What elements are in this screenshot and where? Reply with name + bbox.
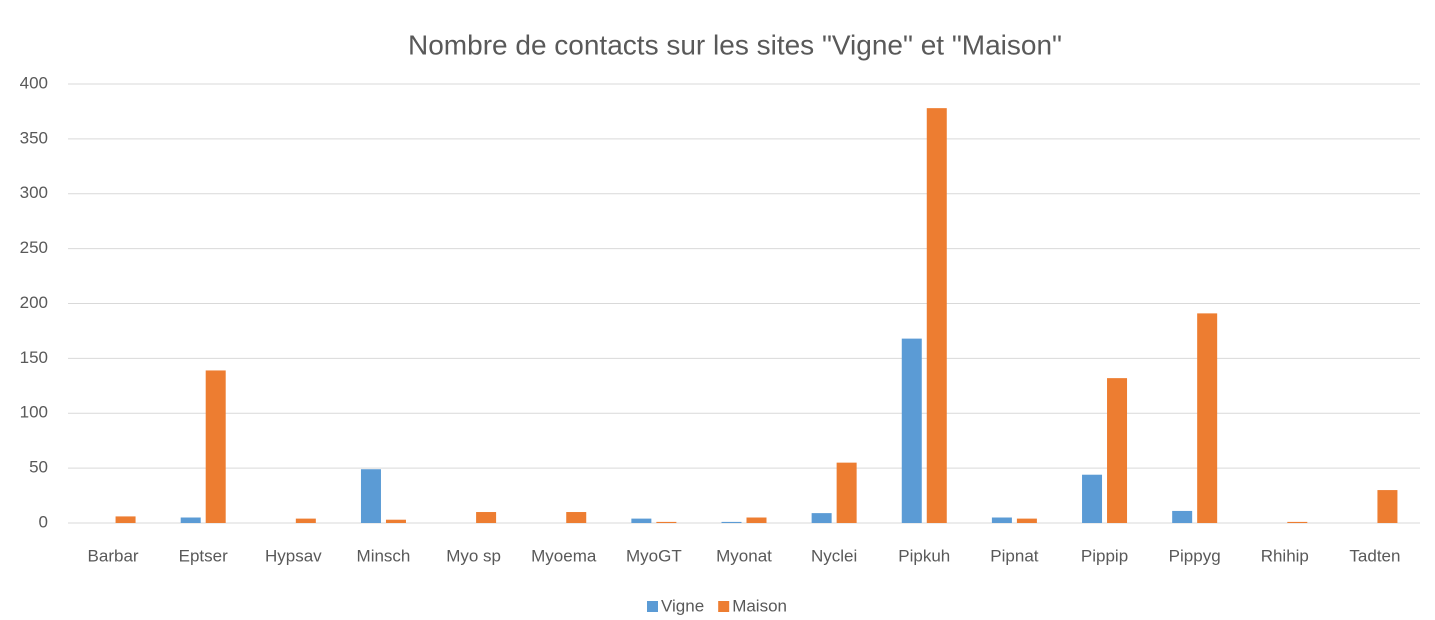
bar xyxy=(811,513,832,523)
bar xyxy=(721,521,742,523)
y-tick-label: 300 xyxy=(20,183,48,202)
legend-label: Vigne xyxy=(661,596,704,615)
bar xyxy=(180,517,201,523)
x-tick-label: Rhihip xyxy=(1261,546,1309,565)
x-tick-label: Eptser xyxy=(179,546,228,565)
bar xyxy=(385,519,406,523)
x-tick-label: Pippip xyxy=(1081,546,1128,565)
x-tick-label: Myoema xyxy=(531,546,597,565)
x-tick-label: Myo sp xyxy=(446,546,501,565)
x-tick-label: Myonat xyxy=(716,546,772,565)
bar xyxy=(631,518,652,523)
y-tick-label: 100 xyxy=(20,403,48,422)
x-tick-label: Hypsav xyxy=(265,546,322,565)
y-tick-label: 200 xyxy=(20,293,48,312)
y-tick-label: 400 xyxy=(20,73,48,92)
bar xyxy=(115,516,136,523)
y-tick-label: 0 xyxy=(39,512,48,531)
bar xyxy=(901,338,922,523)
bar xyxy=(205,370,226,523)
bar xyxy=(566,512,587,523)
chart-title: Nombre de contacts sur les sites "Vigne"… xyxy=(408,29,1062,60)
bar xyxy=(295,518,316,523)
bar xyxy=(991,517,1012,523)
bar xyxy=(656,521,677,523)
bar xyxy=(836,462,857,523)
x-tick-label: Tadten xyxy=(1349,546,1400,565)
bar xyxy=(1377,490,1398,523)
bar xyxy=(1287,521,1308,523)
y-tick-label: 250 xyxy=(20,238,48,257)
x-tick-label: Pippyg xyxy=(1169,546,1221,565)
bar xyxy=(476,512,497,523)
legend-swatch xyxy=(647,601,658,612)
legend-swatch xyxy=(718,601,730,612)
x-tick-label: Minsch xyxy=(357,546,411,565)
y-tick-label: 350 xyxy=(20,128,48,147)
x-tick-label: Pipkuh xyxy=(898,546,950,565)
y-tick-label: 50 xyxy=(29,458,48,477)
bar xyxy=(746,517,767,523)
y-tick-label: 150 xyxy=(20,348,48,367)
bar xyxy=(1107,378,1128,523)
x-tick-label: Nyclei xyxy=(811,546,857,565)
bar xyxy=(1016,518,1037,523)
bar xyxy=(1082,474,1103,523)
bar xyxy=(1172,510,1193,523)
bar xyxy=(926,108,947,524)
bar xyxy=(1197,313,1218,523)
x-tick-label: MyoGT xyxy=(626,546,682,565)
legend-label: Maison xyxy=(732,596,787,615)
x-tick-label: Pipnat xyxy=(990,546,1038,565)
x-tick-label: Barbar xyxy=(88,546,139,565)
bar xyxy=(360,469,381,523)
